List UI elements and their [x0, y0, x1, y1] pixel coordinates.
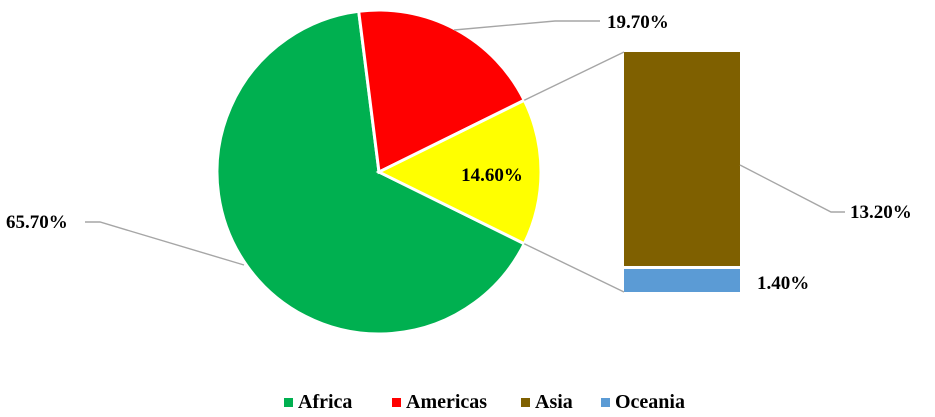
connector-lines [523, 51, 625, 293]
pie-slice-africa [215, 9, 527, 336]
legend: Africa Americas Asia Oceania [284, 391, 685, 413]
legend-swatch-americas [392, 398, 401, 407]
data-label-americas: 19.70% [607, 12, 669, 33]
connector-line-top [523, 51, 625, 101]
connector-line-bottom [523, 243, 625, 293]
legend-swatch-africa [284, 398, 293, 407]
data-label-oceania: 1.40% [757, 273, 809, 294]
leader-line-asia [739, 164, 845, 213]
legend-label-asia: Asia [535, 391, 573, 412]
pie-slice-other [375, 98, 543, 246]
legend-label-americas: Americas [406, 391, 487, 412]
legend-swatch-asia [521, 398, 530, 407]
bar-segment-oceania [624, 268, 740, 292]
leader-line-americas [453, 20, 600, 31]
legend-label-oceania: Oceania [615, 391, 685, 412]
pie-group [215, 8, 543, 336]
leader-line-africa [85, 221, 245, 266]
data-label-asia: 13.20% [850, 202, 912, 223]
data-labels: 65.70% 19.70% 14.60% 13.20% 1.40% [6, 12, 912, 294]
data-label-africa: 65.70% [6, 212, 68, 233]
legend-label-africa: Africa [298, 391, 352, 412]
leader-lines [85, 20, 845, 266]
bar-segment-asia [624, 52, 740, 266]
data-label-other: 14.60% [461, 165, 523, 186]
legend-swatch-oceania [601, 398, 610, 407]
stacked-bar-group [624, 52, 740, 292]
